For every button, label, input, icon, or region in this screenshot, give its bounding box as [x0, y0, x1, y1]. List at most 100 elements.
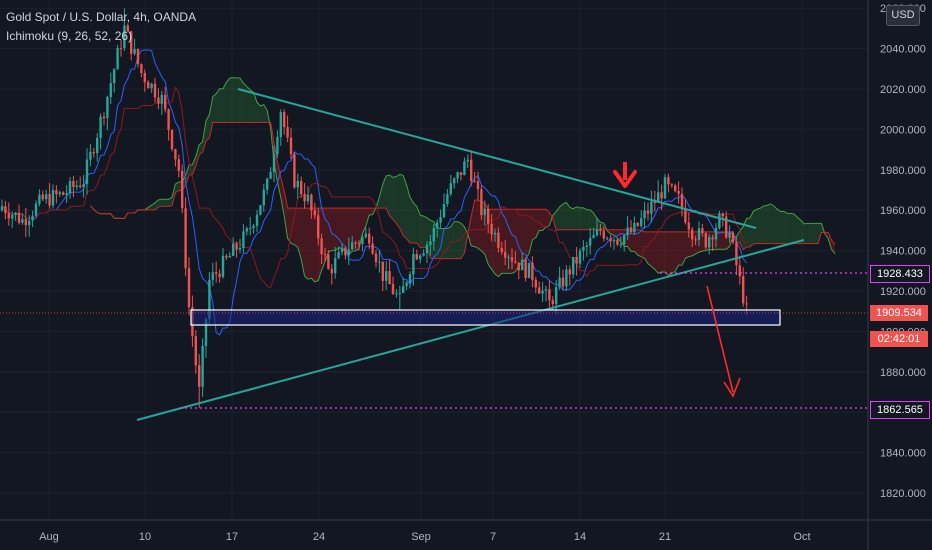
candle-body: [228, 255, 231, 258]
y-tick-label: 1980.000: [880, 165, 926, 177]
candle-body: [619, 244, 622, 246]
kumo-segment: [369, 208, 373, 216]
candle-body: [123, 25, 126, 49]
kumo-segment: [243, 83, 247, 123]
kumo-segment: [437, 227, 441, 259]
candle-body: [718, 213, 721, 228]
candle-body: [276, 136, 279, 155]
kumo-segment: [750, 211, 754, 247]
candle-body: [629, 227, 633, 232]
kumo-segment: [253, 92, 257, 123]
candle-body: [150, 83, 153, 89]
candle-body: [303, 194, 306, 202]
kumo-segment: [294, 208, 298, 248]
candle-body: [534, 279, 537, 288]
kumo-segment: [284, 190, 288, 239]
candle-body: [4, 206, 7, 214]
kumo-segment: [260, 104, 264, 123]
candle-body: [429, 241, 432, 245]
candle-body: [470, 159, 473, 182]
candle-body: [735, 242, 738, 266]
senkou-span-a: [90, 77, 836, 283]
candle-body: [45, 194, 48, 200]
candle-body: [402, 286, 405, 293]
candle-body: [558, 277, 561, 288]
kumo-segment: [617, 229, 621, 242]
kumo-segment: [413, 202, 417, 244]
kumo-segment: [767, 203, 771, 244]
candle-body: [697, 228, 701, 240]
candle-body: [432, 228, 435, 242]
kumo-segment: [229, 77, 234, 123]
kumo-segment: [148, 205, 152, 210]
senkou-span-b: [90, 122, 836, 260]
kumo-segment: [546, 209, 550, 227]
candle-body: [731, 233, 735, 243]
kumo-segment: [236, 77, 240, 123]
candle-body: [368, 233, 371, 244]
candle-body: [599, 229, 602, 231]
candle-body: [507, 257, 510, 259]
candle-body: [293, 154, 296, 188]
candle-body: [245, 228, 248, 232]
candle-body: [143, 73, 146, 83]
kumo-segment: [172, 184, 176, 206]
currency-badge[interactable]: USD: [886, 5, 920, 26]
candle-body: [493, 232, 497, 235]
candle-body: [310, 194, 313, 211]
candle-body: [667, 177, 670, 185]
candle-body: [436, 222, 439, 229]
candle-body: [459, 172, 463, 176]
candle-body: [75, 185, 78, 188]
y-tick-label: 1920.000: [880, 286, 926, 298]
candle-body: [561, 277, 565, 287]
candle-body: [21, 219, 24, 223]
candle-body: [177, 159, 180, 171]
kumo-segment: [393, 176, 397, 224]
kumo-segment: [801, 220, 805, 244]
kumo-segment: [219, 88, 223, 123]
candle-body: [313, 210, 316, 216]
symbol-title: Gold Spot / U.S. Dollar, 4h, OANDA: [6, 10, 197, 24]
candle-body: [140, 64, 143, 74]
candle-body: [551, 300, 554, 305]
candle-body: [609, 238, 612, 242]
kumo-segment: [797, 217, 801, 244]
candle-body: [211, 272, 214, 280]
candle-body: [449, 183, 452, 195]
candle-body: [565, 269, 568, 287]
candle-body: [640, 218, 643, 226]
candle-body: [344, 247, 347, 256]
kumo-segment: [175, 181, 179, 193]
kumo-segment: [406, 184, 410, 244]
kumo-segment: [811, 223, 815, 244]
kumo-segment: [386, 175, 390, 216]
candle-body: [575, 256, 578, 264]
candle-body: [296, 180, 299, 188]
kumo-segment: [450, 221, 455, 259]
candle-body: [198, 365, 201, 387]
kumo-segment: [651, 231, 655, 270]
candle-body: [17, 212, 21, 223]
candle-body: [347, 249, 350, 256]
kumo-segment: [410, 197, 414, 244]
candle-body: [483, 208, 486, 216]
candle-body: [684, 208, 687, 223]
candle-body: [582, 246, 585, 251]
kumo-segment: [498, 209, 502, 277]
x-tick-label: Oct: [793, 531, 810, 543]
kumo-segment: [301, 208, 305, 277]
candle-body: [385, 271, 388, 281]
candle-body: [653, 201, 656, 203]
candle-body: [157, 97, 160, 104]
candle-body: [439, 217, 442, 223]
kumo-segment: [209, 96, 213, 139]
candle-body: [82, 184, 85, 188]
kumo-segment: [784, 211, 788, 244]
candle-body: [249, 227, 252, 229]
kumo-segment: [461, 223, 465, 259]
candle-body: [133, 49, 136, 54]
candle-body: [269, 171, 272, 179]
candle-body: [14, 212, 17, 215]
